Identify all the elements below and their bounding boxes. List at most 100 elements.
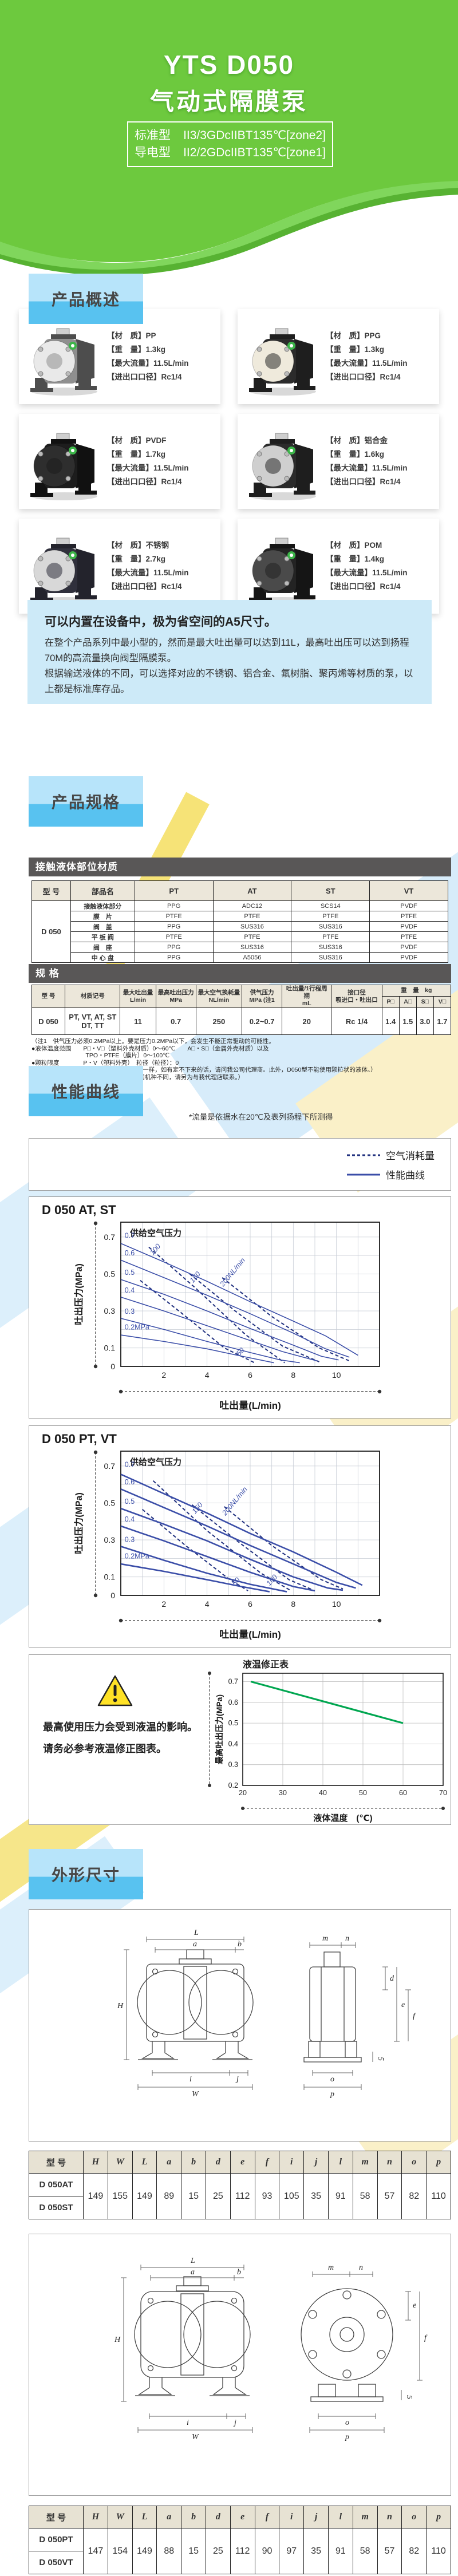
section-label-dimensions: 外形尺寸	[29, 1849, 143, 1899]
material-value: PPG	[134, 942, 214, 953]
spec-flow: 【最大流量】11.5L/min	[107, 464, 189, 472]
dim-value: 15	[181, 2528, 206, 2574]
dim-header: f	[254, 2151, 280, 2174]
svg-text:0.7: 0.7	[104, 1232, 116, 1242]
solid-line-icon	[347, 1174, 380, 1175]
atex-standard-label: 标准型	[135, 129, 171, 142]
dim-value: 58	[352, 2173, 378, 2219]
spec-value: 250	[195, 1008, 242, 1035]
material-value: PPG	[134, 900, 214, 911]
svg-text:4: 4	[205, 1370, 210, 1380]
dim-value: 82	[401, 2173, 427, 2219]
part-name: 平 板 阀	[70, 931, 135, 942]
dim-header: p	[426, 2151, 451, 2174]
dim-value: 154	[107, 2528, 133, 2574]
dim2-label-j: j	[233, 2419, 236, 2427]
dim-header: L	[132, 2151, 157, 2174]
dim-header: e	[230, 2506, 255, 2528]
material-value: PVDF	[369, 900, 448, 911]
spec-port: 【进出口口径】Rc1/4	[107, 477, 182, 486]
spec-header: 材质记号	[65, 985, 121, 1008]
dim-label-d: d	[390, 1974, 394, 1983]
intro-paragraph-1: 在整个产品系列中最小型的，然而是最大吐出量可以达到11L，最高吐出压可以达到扬程…	[45, 638, 409, 663]
product-image	[240, 523, 326, 609]
spec-value: Rc 1/4	[331, 1008, 382, 1035]
svg-text:30: 30	[279, 1789, 287, 1797]
material-value: PVDF	[369, 921, 448, 932]
svg-text:供给空气压力: 供给空气压力	[129, 1228, 181, 1238]
svg-text:吐出压力(MPa): 吐出压力(MPa)	[73, 1492, 84, 1554]
material-value: PPG	[134, 921, 214, 932]
svg-text:吐出量(L/min): 吐出量(L/min)	[219, 1400, 281, 1411]
dim-value: 105	[279, 2173, 305, 2219]
atex-row-conductive: 导电型 II2/2GDcIIBT135℃[zone1]	[128, 144, 332, 161]
dim-value: 58	[352, 2528, 378, 2574]
dim-header: o	[401, 2151, 427, 2174]
svg-text:0.2MPa: 0.2MPa	[125, 1323, 149, 1331]
product-image	[21, 314, 107, 400]
dim-value: 149	[83, 2173, 108, 2219]
dim-header: j	[303, 2151, 329, 2174]
dim-model: D 050VT	[29, 2551, 84, 2574]
header-wave-decoration	[0, 172, 458, 275]
dim2-label-W: W	[192, 2433, 199, 2441]
spec-port: 【进出口口径】Rc1/4	[326, 477, 401, 486]
spec-weight-value: 1.4	[381, 1008, 400, 1035]
product-image	[21, 523, 107, 609]
dim2-label-o: o	[345, 2419, 349, 2427]
dim2-label-i: i	[187, 2419, 189, 2427]
material-value: PPG	[134, 952, 214, 963]
spec-port: 【进出口口径】Rc1/4	[326, 582, 401, 591]
material-value: PTFE	[134, 931, 214, 942]
dim-header: e	[230, 2151, 255, 2174]
mat-header: 型 号	[31, 880, 71, 901]
svg-text:液体温度 (℃): 液体温度 (℃)	[313, 1813, 372, 1823]
dim-header: l	[327, 2151, 353, 2174]
dim-header: n	[377, 2151, 402, 2174]
material-value: PTFE	[291, 931, 370, 942]
spec-material: 【材 质】POM	[326, 541, 382, 550]
spec-header: 最大吐出量 L/min	[120, 985, 156, 1008]
svg-text:0.7: 0.7	[125, 1231, 135, 1239]
dashed-line-icon	[347, 1154, 380, 1156]
spec-weight: 【重 量】1.4kg	[326, 555, 385, 563]
svg-text:吐出压力(MPa): 吐出压力(MPa)	[73, 1263, 84, 1325]
spec-weight: 【重 量】1.7kg	[107, 450, 166, 459]
spec-weight: 【重 量】2.7kg	[107, 555, 166, 563]
page-subtitle: 气动式隔膜泵	[149, 88, 308, 115]
dim-header: p	[426, 2506, 451, 2528]
spec-material: 【材 质】铝合金	[326, 436, 388, 445]
product-card-5: 【材 质】不锈钢 【重 量】2.7kg 【最大流量】11.5L/min 【进出口…	[19, 519, 220, 614]
dim2-label-b: b	[237, 2268, 241, 2277]
spec-header-weight-sub: V□	[433, 996, 452, 1008]
dim-header: a	[156, 2151, 182, 2174]
spec-weight: 【重 量】1.6kg	[326, 450, 385, 459]
product-image	[240, 418, 326, 504]
pump-photo	[249, 538, 316, 605]
spec-notes: （注1 供气压力必须0.2MPa以上。要是压力0.2MPa以下，会发生不能正常驱…	[31, 1038, 444, 1081]
svg-text:0.3: 0.3	[104, 1306, 116, 1315]
section-label-spec: 产品规格	[29, 776, 143, 827]
material-value: PTFE	[291, 911, 370, 922]
dim-label-o: o	[330, 2075, 334, 2084]
svg-text:0.7: 0.7	[228, 1678, 238, 1686]
spec-note-line: （每个型式的各情况不一样，如有定不下来的话，请问我公司代理商。此外，D050型不…	[31, 1066, 377, 1073]
dimension-drawing-at-st-svg: L a b H i j W m n o p 5 d e f	[117, 1929, 416, 2099]
product-card-3: 【材 质】PVDF 【重 量】1.7kg 【最大流量】11.5L/min 【进出…	[19, 414, 220, 509]
dim-header: i	[279, 2151, 305, 2174]
dim-header: d	[205, 2506, 231, 2528]
svg-text:6: 6	[248, 1370, 252, 1380]
dim-header: n	[377, 2506, 402, 2528]
dim-header: l	[327, 2506, 353, 2528]
dim-label-e: e	[401, 2001, 405, 2009]
dim-header: i	[279, 2506, 305, 2528]
spec-weight: 【重 量】1.3kg	[326, 345, 385, 354]
dim-header: o	[401, 2506, 427, 2528]
dim-value: 147	[83, 2528, 108, 2574]
svg-text:0.6: 0.6	[228, 1698, 238, 1706]
dim-header: m	[352, 2151, 378, 2174]
spec-port: 【进出口口径】Rc1/4	[326, 373, 401, 381]
material-value: SUS316	[291, 921, 370, 932]
